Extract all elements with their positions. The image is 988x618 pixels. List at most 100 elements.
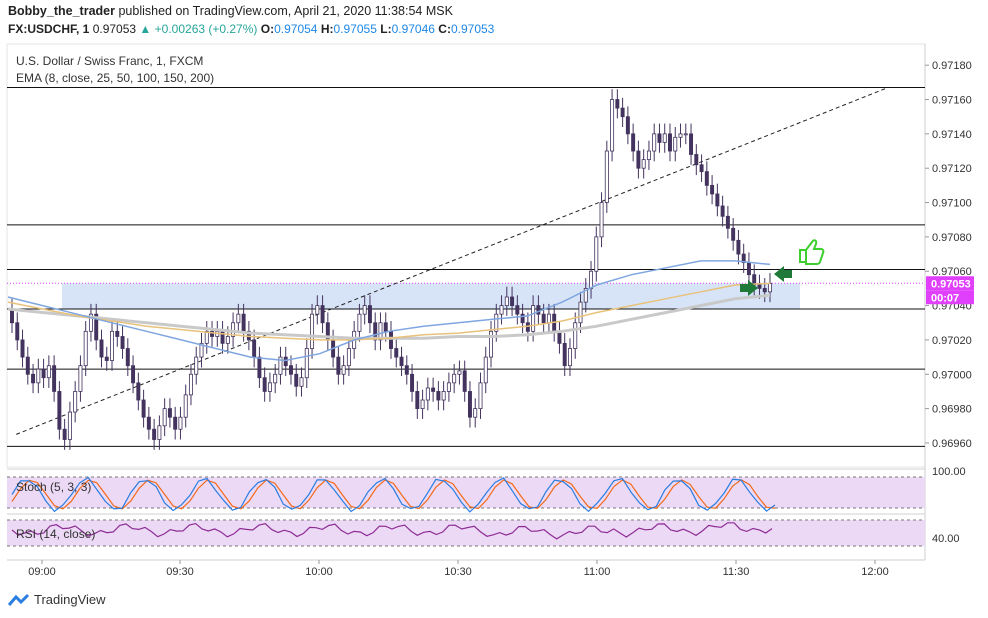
ema-fast-line	[7, 260, 771, 362]
arrow-left-shape	[774, 266, 792, 282]
candle	[431, 387, 436, 392]
candle	[78, 365, 83, 392]
candle	[36, 368, 41, 384]
candle	[41, 368, 46, 379]
candle	[231, 322, 236, 337]
price-tick-label: 0.97160	[932, 95, 972, 107]
candle	[236, 313, 241, 324]
candle	[599, 202, 604, 238]
author-name[interactable]: Bobby_the_trader	[8, 4, 115, 18]
price-tick-label: 0.97100	[932, 198, 972, 210]
candle	[125, 348, 130, 367]
candle	[746, 262, 751, 276]
thumbs-up-shape	[799, 239, 825, 265]
candle	[699, 164, 704, 173]
candle	[152, 428, 157, 440]
candle	[457, 370, 462, 375]
candle	[673, 136, 678, 152]
candle	[188, 373, 193, 396]
rsi-band	[7, 520, 925, 546]
candle	[99, 339, 104, 358]
candle	[636, 150, 641, 169]
candle	[625, 116, 630, 135]
candle	[310, 313, 315, 349]
candle	[768, 282, 772, 293]
rsi-legend: RSI (14, close)	[16, 527, 96, 541]
published-text: published on TradingView.com, April 21, …	[118, 4, 453, 18]
candle	[657, 133, 662, 143]
low-value: 0.97046	[391, 22, 435, 36]
candle	[731, 227, 736, 241]
price-tick-label: 0.97000	[932, 369, 972, 381]
candle	[404, 365, 409, 375]
candle	[583, 288, 588, 303]
candle	[710, 184, 715, 195]
candle	[367, 305, 372, 324]
candle	[631, 133, 636, 152]
ema-legend: EMA (8, close, 25, 50, 100, 150, 200)	[16, 71, 215, 85]
ohlc-line: FX:USDCHF, 1 0.97053 ▲ +0.00263 (+0.27%)…	[8, 22, 494, 36]
support-zone	[62, 283, 800, 310]
candle	[615, 99, 620, 109]
candle	[741, 253, 746, 264]
candle	[546, 313, 551, 324]
candle	[299, 377, 304, 387]
candle	[67, 411, 72, 440]
candle	[357, 313, 362, 332]
price-tag-label: 0.97053	[931, 278, 971, 290]
price-tick-label: 0.97080	[932, 232, 972, 244]
candle	[489, 330, 493, 358]
candle	[420, 399, 425, 410]
candle	[120, 336, 125, 349]
candle	[294, 373, 299, 387]
time-tick-label: 09:00	[28, 566, 56, 578]
candle	[57, 391, 62, 430]
candle	[362, 305, 367, 315]
time-tick-label: 09:30	[166, 566, 194, 578]
stoch-band	[7, 477, 925, 508]
candle	[194, 356, 199, 375]
candle	[31, 373, 36, 384]
candle	[283, 356, 288, 367]
candle	[604, 150, 609, 203]
candle	[410, 373, 415, 392]
candle	[689, 133, 694, 155]
candle	[531, 305, 536, 332]
candle	[104, 356, 109, 361]
candle	[452, 373, 457, 384]
tradingview-logo-icon	[8, 593, 30, 606]
price-tick-label: 0.97020	[932, 335, 972, 347]
open-label: O:	[260, 22, 275, 36]
candle	[446, 382, 451, 392]
rsi-line	[11, 522, 773, 540]
candle	[178, 416, 183, 430]
close-label: C:	[438, 22, 451, 36]
candle	[662, 133, 667, 143]
candle	[467, 391, 472, 418]
tradingview-logo[interactable]: TradingView	[8, 592, 106, 607]
candle	[436, 391, 441, 401]
chart-canvas[interactable]: 0.97180 0.97160 0.97140 0.97120 0.97100 0.970…	[0, 40, 988, 590]
candle	[88, 313, 93, 332]
price-tick-label: 0.96980	[932, 404, 972, 416]
stoch-tick-label: 100.00	[932, 466, 966, 478]
ema-mid-line	[7, 282, 771, 341]
candle	[610, 99, 615, 152]
candle	[167, 408, 172, 418]
candle	[136, 382, 141, 401]
candle	[762, 288, 767, 293]
candle	[341, 365, 346, 375]
candle	[473, 408, 478, 418]
candle	[641, 159, 646, 169]
candle	[515, 305, 520, 315]
candle	[536, 305, 541, 315]
candle	[273, 373, 278, 384]
candle	[225, 336, 230, 344]
candle	[389, 330, 393, 349]
time-tick-label: 11:00	[584, 566, 611, 578]
candle	[62, 428, 67, 440]
candle	[52, 365, 57, 392]
high-label: H:	[320, 22, 334, 36]
candle	[525, 322, 530, 332]
candle	[725, 215, 730, 229]
